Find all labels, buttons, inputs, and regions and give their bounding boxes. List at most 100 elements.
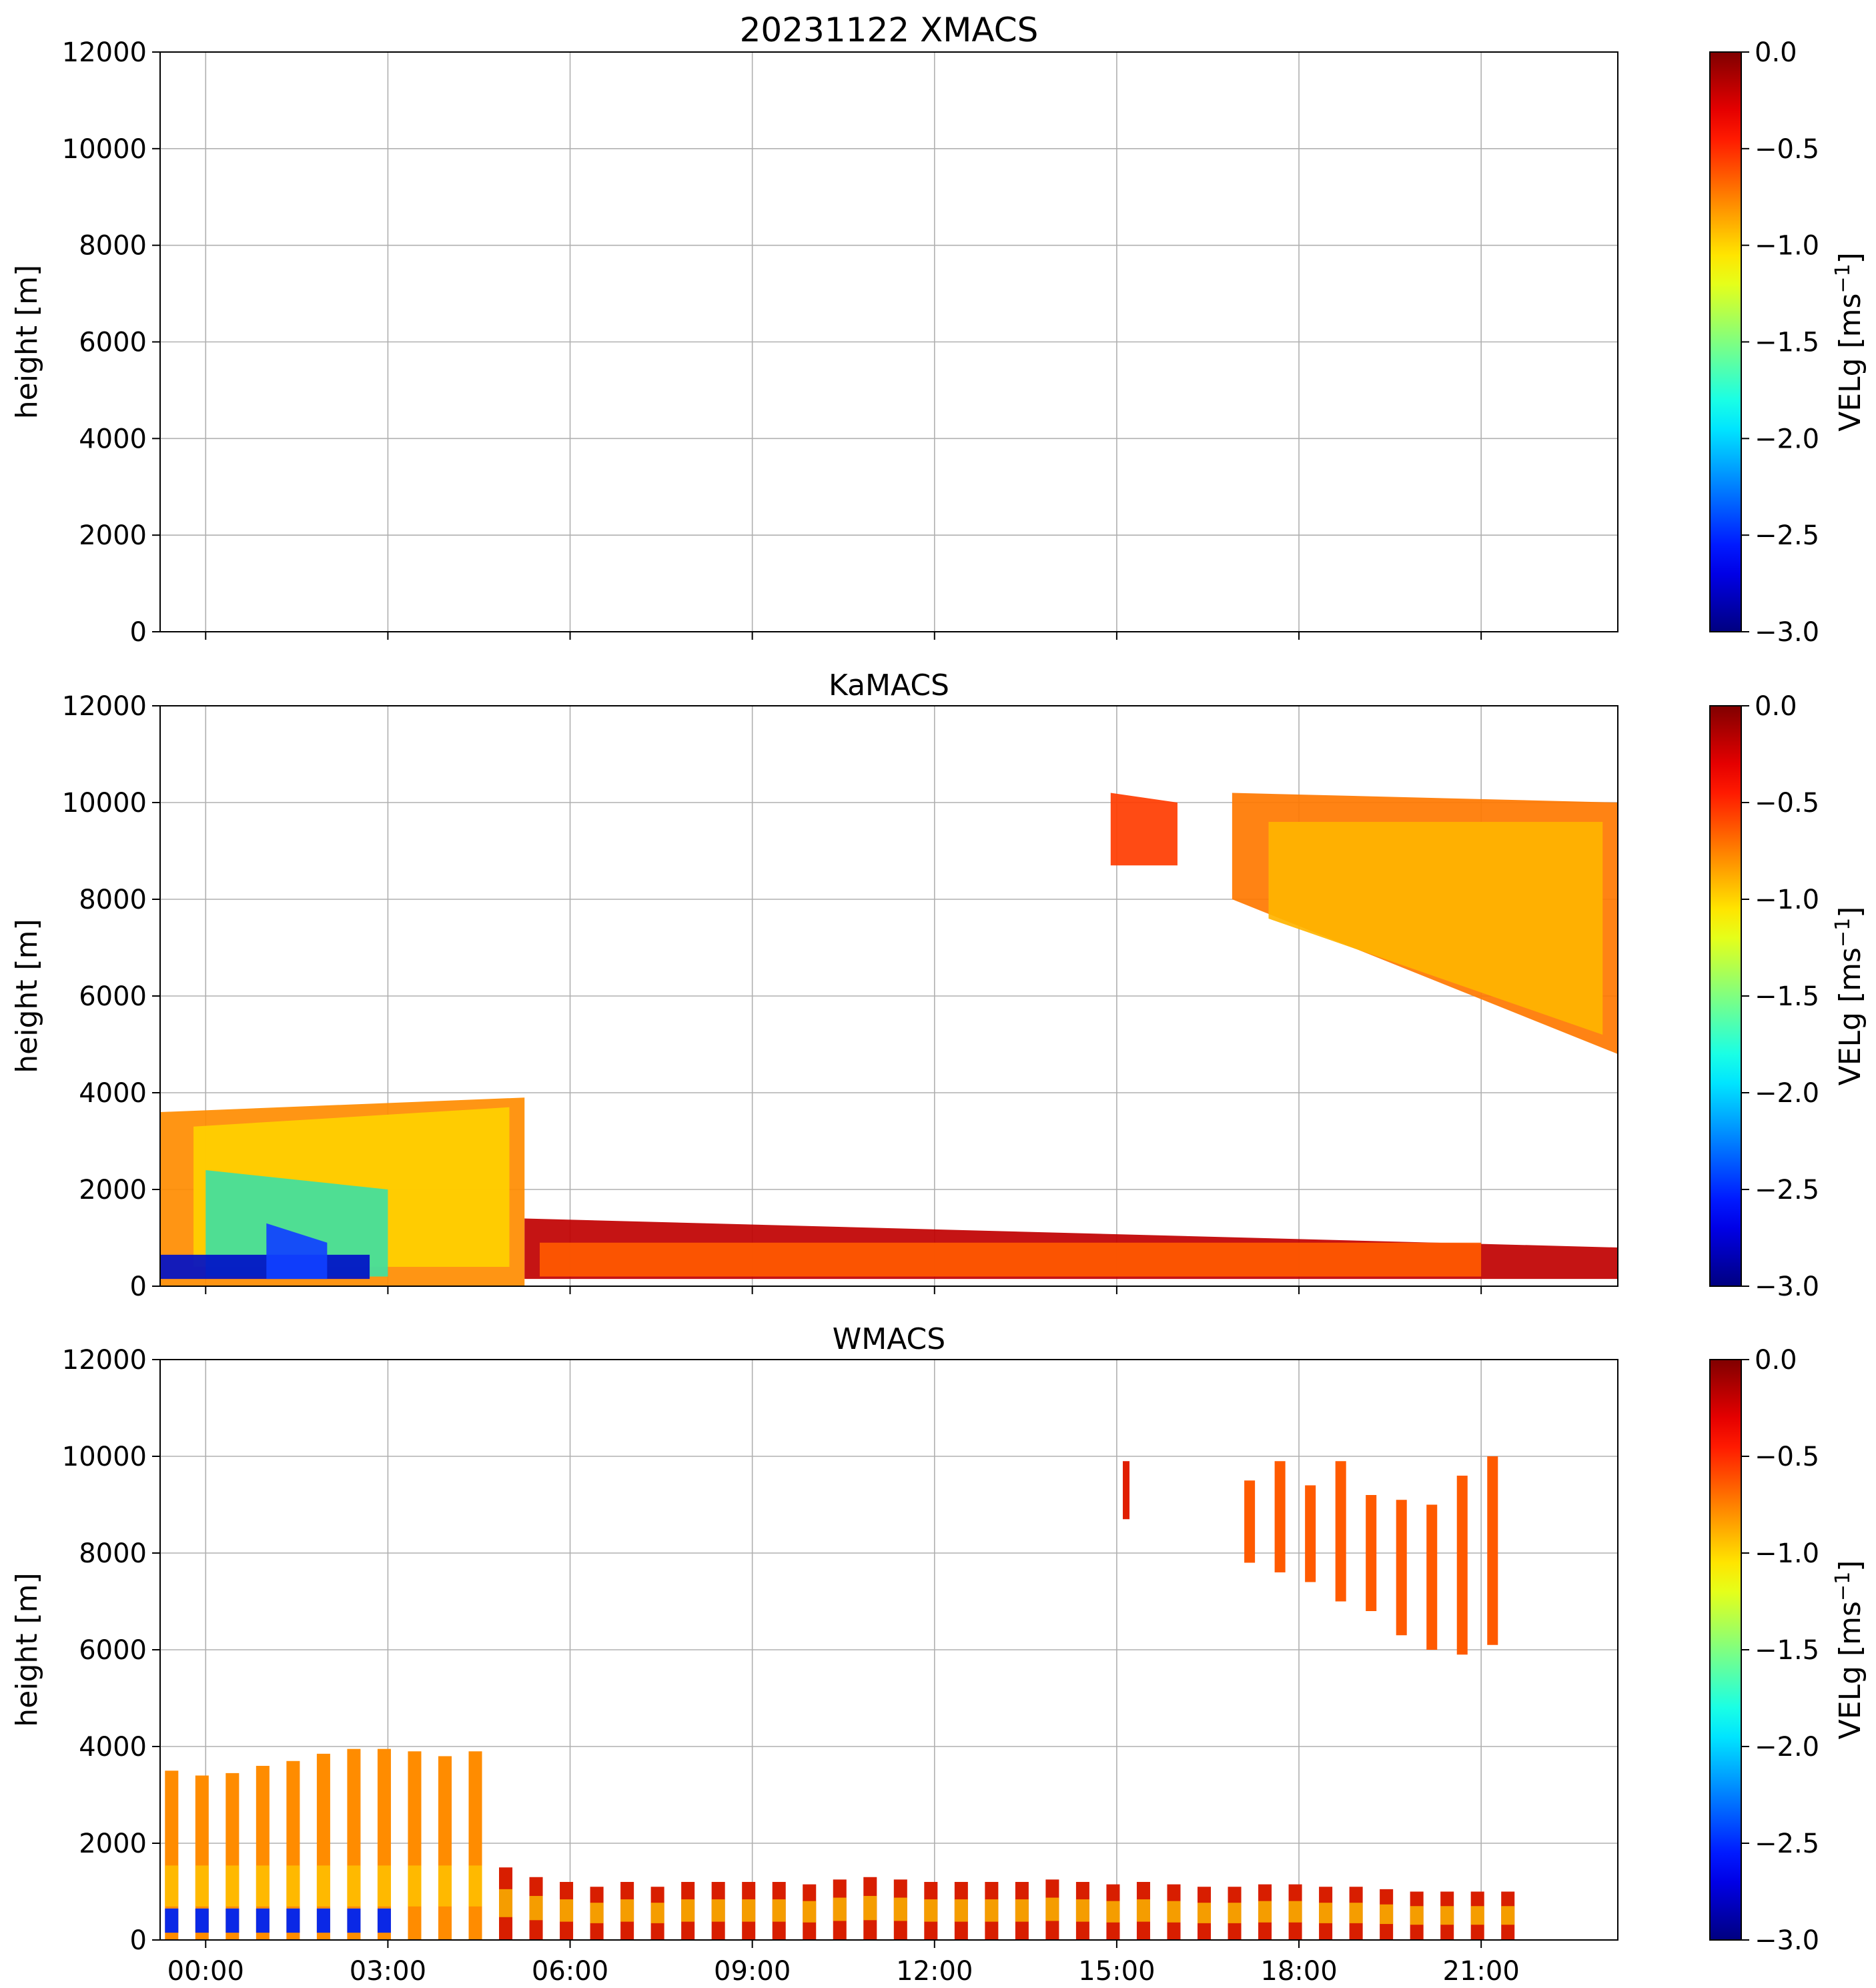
radar-stripe-core bbox=[195, 1865, 209, 1907]
radar-stripe-core bbox=[1228, 1903, 1242, 1923]
y-axis-label: height [m] bbox=[10, 919, 44, 1073]
y-tick-label: 6000 bbox=[79, 981, 147, 1012]
radar-stripe-core bbox=[316, 1865, 330, 1907]
radar-stripe-core bbox=[711, 1899, 725, 1922]
radar-stripe-fast bbox=[195, 1908, 209, 1933]
radar-stripe-core bbox=[408, 1865, 422, 1907]
radar-stripe-core bbox=[1167, 1901, 1181, 1923]
colorbar-tick-label: −2.0 bbox=[1755, 424, 1819, 454]
y-tick-label: 6000 bbox=[79, 1635, 147, 1666]
colorbar-tick-label: −0.5 bbox=[1755, 788, 1819, 819]
radar-stripe-core bbox=[347, 1865, 361, 1907]
y-tick-label: 0 bbox=[130, 1272, 147, 1302]
x-tick-label: 06:00 bbox=[532, 1956, 608, 1987]
plot-area bbox=[160, 1360, 1618, 1940]
colorbar: 0.0 −0.5 −1.0 −1.5 −2.0 −2.5 −3.0 VELg [ms−1] bbox=[1709, 691, 1867, 1302]
radar-stripe bbox=[468, 1751, 482, 1940]
colorbar-tick-label: 0.0 bbox=[1755, 1345, 1797, 1376]
radar-stripe-core bbox=[620, 1899, 634, 1922]
colorbar-tick-label: −3.0 bbox=[1755, 1272, 1819, 1302]
colorbar-scale bbox=[1709, 705, 1742, 1287]
colorbar-tick-label: 0.0 bbox=[1755, 691, 1797, 722]
x-tick-label: 09:00 bbox=[714, 1956, 791, 1987]
colorbar: 0.0 −0.5 −1.0 −1.5 −2.0 −2.5 −3.0 VELg [ms−1] bbox=[1709, 1345, 1867, 1956]
colorbar-label-sup: −1 bbox=[1831, 264, 1855, 293]
colorbar-tick-label: −2.5 bbox=[1755, 1175, 1819, 1205]
y-tick-label: 4000 bbox=[79, 1732, 147, 1763]
velocity-region-low-cloud-blue bbox=[160, 1254, 370, 1280]
radar-stripe-core bbox=[225, 1865, 240, 1907]
y-tick-label: 12000 bbox=[62, 1345, 147, 1376]
colorbar-scale bbox=[1709, 1359, 1742, 1941]
radar-stripe-upper-small bbox=[1123, 1461, 1130, 1520]
radar-stripe-fast bbox=[165, 1908, 179, 1933]
panel-20231122-xmacs: 0 2000 4000 6000 8000 10000 12000 height [m] 202… bbox=[10, 11, 1867, 648]
y-tick-label: 0 bbox=[130, 1925, 147, 1956]
y-tick-label: 10000 bbox=[62, 134, 147, 165]
radar-stripe-upper bbox=[1366, 1495, 1377, 1611]
y-axis-label: height [m] bbox=[10, 265, 44, 419]
velocity-region-low-cloud-green bbox=[205, 1170, 388, 1277]
colorbar-label-end: ] bbox=[1833, 1560, 1867, 1572]
radar-stripe-core bbox=[560, 1899, 574, 1922]
radar-stripe-core bbox=[1015, 1899, 1029, 1922]
x-tick-label: 15:00 bbox=[1078, 1956, 1155, 1987]
radar-stripe-fast bbox=[316, 1908, 330, 1933]
radar-stripe-core bbox=[681, 1899, 695, 1922]
radar-stripe-core bbox=[165, 1865, 179, 1907]
radar-stripe-core bbox=[1045, 1897, 1059, 1921]
colorbar-label: VELg [ms−1] bbox=[1831, 252, 1867, 432]
x-tick-label: 21:00 bbox=[1443, 1956, 1520, 1987]
colorbar-tick-label: −2.5 bbox=[1755, 1829, 1819, 1859]
radar-stripe-core bbox=[803, 1901, 817, 1923]
colorbar-tick-label: −3.0 bbox=[1755, 1925, 1819, 1956]
radar-stripe-core bbox=[1349, 1903, 1363, 1923]
radar-stripe-core bbox=[256, 1865, 270, 1907]
radar-stripe-core bbox=[954, 1899, 968, 1922]
radar-stripe-core bbox=[1075, 1899, 1089, 1922]
y-tick-label: 8000 bbox=[79, 1538, 147, 1569]
colorbar-label-main: VELg [ms bbox=[1833, 1601, 1867, 1739]
radar-stripe-core bbox=[833, 1897, 847, 1921]
radar-stripe-upper bbox=[1335, 1461, 1346, 1602]
radar-stripe-core bbox=[590, 1903, 604, 1923]
radar-stripe-upper bbox=[1426, 1504, 1438, 1650]
velocity-region-cirrus-small bbox=[1110, 793, 1178, 866]
colorbar-tick-label: −1.5 bbox=[1755, 981, 1819, 1012]
velocity-region-low-cloud-blue-bump bbox=[266, 1223, 328, 1280]
velocity-region-boundary-layer-orange bbox=[540, 1242, 1482, 1277]
radar-stripe bbox=[438, 1756, 452, 1940]
colorbar-label-sup: −1 bbox=[1831, 918, 1855, 947]
radar-stripe-core bbox=[985, 1899, 999, 1922]
colorbar-tick-label: −1.5 bbox=[1755, 328, 1819, 358]
radar-stripe bbox=[408, 1751, 422, 1940]
radar-stripe-core bbox=[286, 1865, 300, 1907]
colorbar-tick-label: −0.5 bbox=[1755, 134, 1819, 165]
radar-stripe-fast bbox=[286, 1908, 300, 1933]
radar-stripe-upper bbox=[1487, 1456, 1498, 1645]
radar-stripe-core bbox=[1380, 1904, 1394, 1925]
radar-stripe-core bbox=[1136, 1899, 1150, 1922]
colorbar-tick-label: −2.5 bbox=[1755, 520, 1819, 551]
radar-stripe-upper bbox=[1244, 1480, 1256, 1563]
x-tick-label: 03:00 bbox=[350, 1956, 426, 1987]
colorbar-tick-label: −0.5 bbox=[1755, 1442, 1819, 1472]
radar-stripe-upper bbox=[1274, 1461, 1286, 1572]
radar-stripe-core bbox=[1319, 1903, 1333, 1923]
colorbar-label: VELg [ms−1] bbox=[1831, 1560, 1867, 1740]
y-tick-label: 6000 bbox=[79, 328, 147, 358]
velocity-region-cirrus-core bbox=[1268, 822, 1603, 1035]
y-tick-label: 2000 bbox=[79, 1829, 147, 1859]
radar-stripe-core bbox=[468, 1865, 482, 1907]
radar-stripe-fast bbox=[225, 1908, 240, 1933]
colorbar-tick-label: −3.0 bbox=[1755, 617, 1819, 648]
colorbar-tick-label: −2.0 bbox=[1755, 1732, 1819, 1763]
radar-stripe-fast bbox=[377, 1908, 391, 1933]
radar-stripe-fast bbox=[347, 1908, 361, 1933]
panel-kamacs: 0 2000 4000 6000 8000 10000 12000 height [m] KaM… bbox=[10, 668, 1867, 1302]
y-tick-label: 8000 bbox=[79, 885, 147, 915]
radar-stripe-core bbox=[650, 1903, 664, 1923]
radar-stripe-core bbox=[772, 1899, 786, 1922]
colorbar-label-main: VELg [ms bbox=[1833, 294, 1867, 432]
